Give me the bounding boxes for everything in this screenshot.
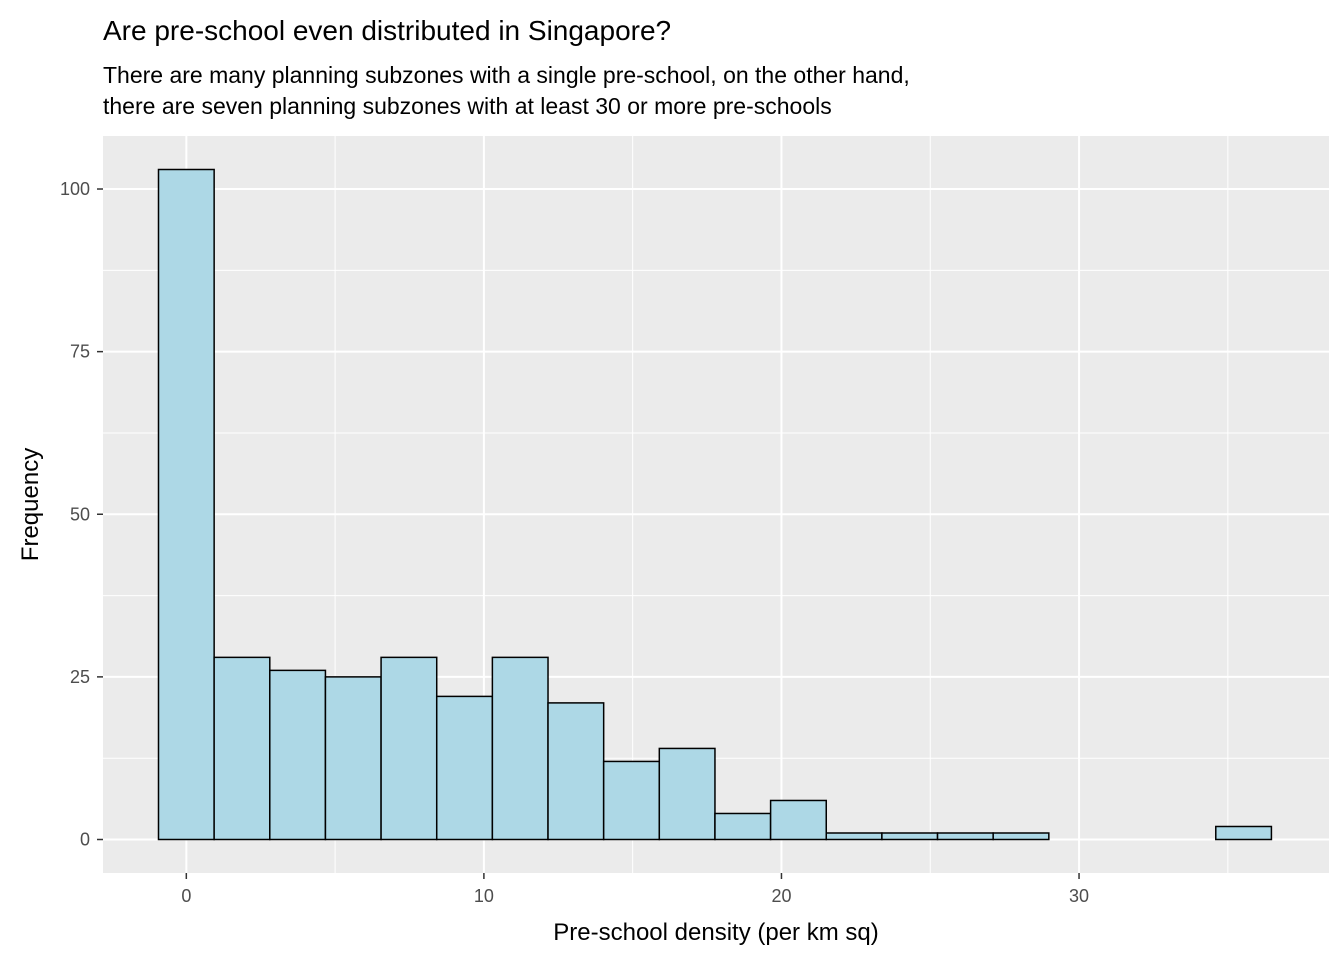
histogram-bar	[269, 669, 327, 841]
x-axis-title: Pre-school density (per km sq)	[553, 919, 878, 946]
chart-subtitle-line-1: There are many planning subzones with a …	[103, 62, 910, 88]
histogram-bar	[435, 695, 494, 841]
y-tick-label: 100	[60, 179, 90, 199]
histogram-bar	[324, 676, 382, 841]
histogram-bar	[658, 747, 716, 841]
histogram-bar	[936, 832, 994, 841]
x-tick-label: 10	[474, 886, 494, 906]
histogram-bars	[157, 168, 1273, 841]
histogram-bar	[714, 812, 772, 841]
y-tick-label: 75	[70, 342, 90, 362]
y-tick-label: 0	[80, 830, 90, 850]
histogram-bar	[547, 702, 605, 841]
x-tick-label: 0	[181, 886, 191, 906]
x-tick-label: 20	[771, 886, 791, 906]
histogram-bar	[213, 656, 271, 841]
histogram-bar	[157, 168, 215, 841]
y-tick-label: 50	[70, 504, 90, 524]
y-tick-label: 25	[70, 667, 90, 687]
histogram-bar	[491, 656, 549, 841]
y-axis: 0 25 50 75 100	[60, 179, 103, 850]
x-tick-label: 30	[1069, 886, 1089, 906]
histogram-bar	[825, 832, 883, 841]
histogram-bar	[881, 832, 939, 841]
histogram-bar	[380, 656, 438, 841]
chart-subtitle-line-2: there are seven planning subzones with a…	[103, 93, 832, 119]
chart-title: Are pre-school even distributed in Singa…	[103, 15, 671, 46]
x-axis: 0 10 20 30	[181, 873, 1089, 906]
y-axis-title: Frequency	[17, 448, 44, 561]
histogram-bar	[602, 760, 661, 841]
histogram-bar	[992, 832, 1050, 841]
histogram-bar	[1215, 825, 1273, 841]
histogram-bar	[769, 799, 828, 841]
